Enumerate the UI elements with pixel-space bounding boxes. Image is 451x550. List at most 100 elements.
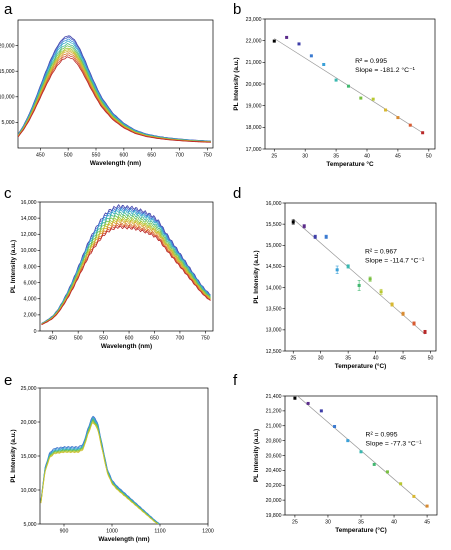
spectrum-line-11 (18, 54, 211, 143)
spectrum-line-3 (18, 38, 211, 142)
spectrum-line-7 (18, 47, 211, 143)
x-tick-label: 25 (292, 520, 298, 526)
x-tick-label: 650 (150, 336, 159, 342)
x-tick-label: 700 (176, 336, 185, 342)
data-point (359, 450, 363, 454)
data-point (385, 470, 389, 474)
spectrum-line-7 (40, 422, 159, 524)
plot-frame (264, 18, 436, 150)
x-axis-label: Wavelength (nm) (101, 343, 152, 350)
plot-area (293, 396, 429, 508)
x-tick-label: 450 (48, 336, 57, 342)
y-tick-label: 13,500 (266, 307, 282, 313)
data-point (408, 123, 412, 127)
data-point (334, 78, 338, 82)
y-tick-label: 21,400 (266, 394, 282, 400)
data-point (322, 63, 326, 66)
panel-d: d 25 30 35 40 45 50 12,500 13,000 13,500 14,000 14,… (233, 185, 437, 370)
data-point (372, 462, 376, 466)
y-tick-label: 21,200 (266, 409, 282, 415)
y-tick-label: 12,000 (21, 232, 37, 238)
x-tick-label: 35 (333, 154, 339, 160)
y-tick-label: 8,000 (24, 264, 37, 270)
data-point (359, 96, 363, 100)
r2-annotation: R² = 0.995 (366, 431, 398, 438)
panel-letter: a (4, 1, 13, 18)
panel-c: c 450 500 550 600 650 700 750 0 2,000 4,000 6,000 8,… (4, 185, 214, 350)
x-tick-label: 900 (60, 529, 69, 535)
y-tick-label: 20,400 (266, 468, 282, 474)
plot-frame (17, 19, 214, 149)
y-tick-label: 14,000 (21, 216, 37, 222)
data-point (285, 35, 289, 39)
y-tick-label: 20,000 (21, 420, 37, 426)
x-tick-label: 25 (290, 356, 296, 362)
y-tick-label: 20,600 (266, 453, 282, 459)
data-point (335, 268, 339, 272)
x-tick-label: 40 (373, 356, 379, 362)
spectrum-line-1 (18, 35, 211, 142)
slope-annotation: Slope = -181.2 °C⁻¹ (355, 66, 416, 74)
x-tick-label: 1100 (154, 529, 165, 535)
data-point (399, 482, 403, 486)
slope-annotation: Slope = -77.3 °C⁻¹ (366, 439, 423, 447)
data-point (412, 322, 416, 326)
data-point (272, 39, 276, 43)
data-point (309, 54, 313, 58)
data-point (396, 116, 400, 120)
x-tick-label: 1000 (106, 529, 118, 535)
panel-b: b 25 30 35 40 45 50 17,000 18,000 19,000 20,000 21,… (233, 1, 436, 168)
y-tick-label: 14,500 (266, 264, 282, 270)
spectrum-line-9 (18, 50, 211, 143)
panel-letter: b (233, 1, 241, 18)
y-tick-label: 16,000 (21, 200, 37, 206)
x-tick-label: 500 (74, 336, 83, 342)
y-tick-label: 14,000 (266, 285, 282, 291)
spectrum-line-8 (41, 217, 211, 325)
data-point (346, 264, 350, 268)
x-tick-label: 750 (203, 153, 212, 159)
x-tick-label: 45 (395, 154, 401, 160)
data-point (313, 235, 317, 239)
x-tick-label: 700 (175, 153, 184, 159)
y-tick-label: 18,000 (246, 125, 262, 131)
x-tick-label: 550 (92, 153, 101, 159)
data-point (302, 224, 306, 228)
data-point (293, 396, 297, 400)
y-tick-label: 15,000 (21, 454, 37, 460)
y-tick-label: 5,000 (24, 522, 37, 528)
data-point (401, 312, 405, 316)
y-tick-label: 10,000 (0, 95, 15, 101)
spectrum-line-6 (18, 45, 211, 143)
plot-area (41, 203, 211, 326)
x-tick-label: 600 (120, 153, 129, 159)
plot-area (18, 35, 211, 143)
y-tick-label: 10,000 (21, 248, 37, 254)
panel-letter: d (233, 185, 241, 202)
y-tick-label: 21,000 (266, 424, 282, 430)
y-tick-label: 15,000 (0, 69, 15, 75)
x-axis-label: Temperature (°C) (335, 362, 386, 370)
data-point (319, 409, 323, 413)
data-point (423, 330, 427, 334)
y-tick-label: 12,500 (266, 349, 282, 355)
x-tick-label: 500 (64, 153, 73, 159)
data-point (297, 42, 301, 46)
data-point (357, 283, 361, 287)
x-tick-label: 1200 (202, 529, 214, 535)
data-point (371, 97, 375, 101)
y-tick-label: 5,000 (2, 120, 15, 126)
x-tick-label: 35 (345, 356, 351, 362)
data-point (379, 290, 383, 294)
x-tick-label: 600 (125, 336, 134, 342)
y-tick-label: 15,500 (266, 222, 282, 228)
y-tick-label: 25,000 (21, 386, 37, 392)
y-axis-label: PL Intensity (a.u.) (233, 57, 240, 110)
y-tick-label: 2,000 (24, 313, 37, 319)
spectrum-line-4 (18, 40, 211, 142)
r2-annotation: R² = 0.967 (365, 248, 397, 255)
spectrum-line-12 (41, 225, 211, 326)
y-tick-label: 21,000 (246, 60, 262, 66)
data-point (333, 424, 337, 428)
